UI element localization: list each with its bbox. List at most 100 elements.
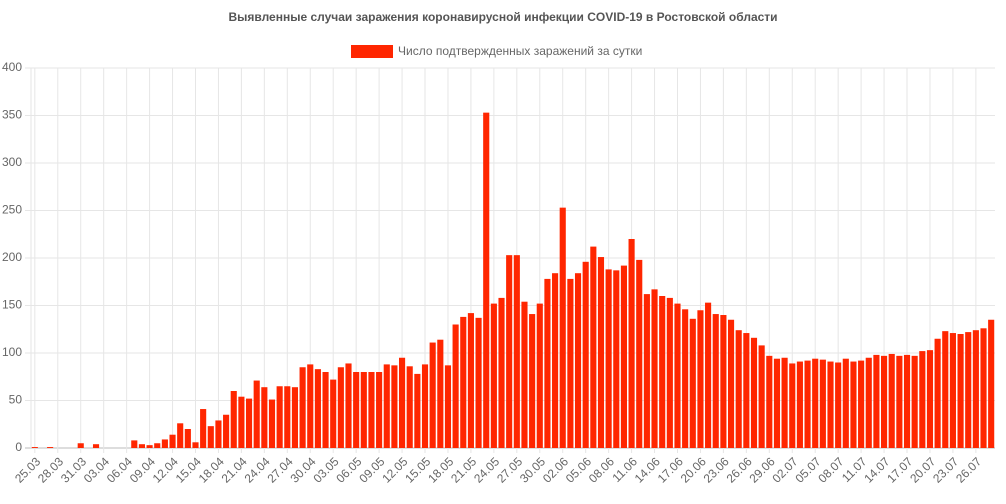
bar (620, 265, 627, 448)
bar (169, 434, 176, 448)
bar (391, 365, 398, 448)
bar (659, 296, 666, 448)
bar (383, 364, 390, 448)
x-tick-label: 28.03 (35, 454, 66, 485)
bar (498, 297, 505, 448)
bar (972, 330, 979, 448)
bar (138, 444, 145, 448)
bar (421, 364, 429, 448)
bar (666, 297, 673, 448)
x-tick-label: 27.04 (265, 454, 296, 485)
bar (92, 444, 100, 448)
x-tick-label: 27.05 (494, 454, 525, 485)
x-tick-label: 02.06 (540, 454, 571, 485)
bar (582, 261, 589, 448)
x-tick-label: 09.05 (356, 454, 387, 485)
bar (965, 332, 972, 448)
bar (873, 354, 880, 448)
bar (253, 380, 260, 448)
bar (850, 361, 857, 448)
x-tick-label: 02.07 (769, 454, 800, 485)
bar (819, 359, 826, 448)
y-tick-label: 100 (2, 345, 22, 359)
bar (467, 313, 474, 448)
bar (858, 360, 865, 448)
x-tick-label: 06.04 (104, 454, 135, 485)
y-tick-label: 300 (2, 155, 22, 169)
bar (207, 426, 214, 448)
bar (345, 363, 352, 448)
bar (31, 447, 38, 448)
x-tick-label: 29.06 (747, 454, 778, 485)
bar (750, 337, 758, 448)
bar (773, 358, 781, 448)
bar (337, 367, 344, 448)
bar (368, 372, 375, 448)
bar (299, 367, 306, 448)
x-tick-label: 23.07 (930, 454, 961, 485)
bar (184, 429, 191, 448)
bar (268, 399, 276, 448)
bar (980, 328, 987, 448)
y-tick-label: 200 (2, 250, 22, 264)
bar (513, 255, 520, 448)
bar (682, 309, 689, 448)
bar (146, 445, 153, 448)
bar (957, 334, 964, 448)
bar (919, 351, 926, 448)
x-tick-label: 18.04 (196, 454, 227, 485)
bar (865, 357, 872, 448)
x-tick-label: 14.06 (632, 454, 663, 485)
x-tick-label: 03.04 (81, 454, 112, 485)
bar (727, 319, 735, 448)
x-tick-label: 21.04 (219, 454, 250, 485)
bar (353, 372, 360, 448)
bar (429, 342, 436, 448)
x-tick-label: 15.04 (173, 454, 204, 485)
bar (827, 361, 834, 448)
y-tick-label: 250 (2, 203, 22, 217)
bar (705, 302, 712, 448)
bar (131, 440, 138, 448)
bar (605, 269, 612, 448)
bar (804, 360, 811, 448)
x-tick-label: 23.06 (701, 454, 732, 485)
x-tick-label: 26.06 (724, 454, 755, 485)
bar (559, 207, 566, 448)
chart-title: Выявленные случаи заражения коронавирусн… (228, 10, 777, 24)
bar (735, 330, 742, 448)
bar (284, 386, 291, 448)
bar (314, 369, 321, 448)
bar (842, 358, 849, 448)
bar (483, 112, 490, 449)
bar (77, 443, 84, 448)
bar (460, 316, 467, 448)
bar (597, 257, 605, 448)
x-tick-label: 09.04 (127, 454, 158, 485)
bar (567, 278, 574, 448)
bar (812, 358, 819, 448)
x-tick-label: 31.03 (58, 454, 89, 485)
bar (154, 443, 161, 448)
bar (506, 255, 513, 448)
bar (758, 345, 765, 448)
bar (238, 396, 245, 448)
bar (766, 355, 773, 448)
bar (896, 355, 903, 448)
bar (452, 324, 459, 448)
x-tick-label: 20.06 (678, 454, 709, 485)
x-tick-label: 08.06 (586, 454, 617, 485)
bar (712, 314, 719, 448)
x-tick-label: 30.05 (517, 454, 548, 485)
bar (643, 294, 650, 448)
bar (330, 379, 337, 448)
y-tick-label: 400 (2, 60, 22, 74)
bar (360, 372, 367, 448)
bar (177, 423, 184, 448)
x-tick-label: 05.06 (563, 454, 594, 485)
x-tick-label: 25.03 (12, 454, 43, 485)
bar (926, 350, 934, 448)
bar (674, 303, 681, 448)
bar (376, 372, 383, 448)
bar (881, 355, 888, 448)
